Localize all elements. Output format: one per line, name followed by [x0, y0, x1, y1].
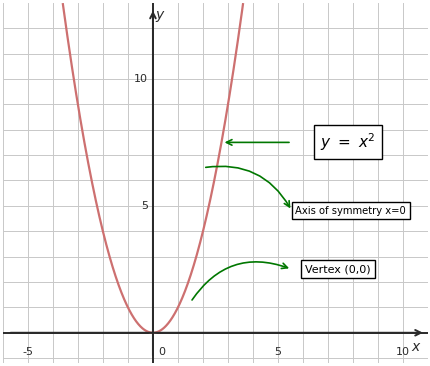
- Text: $y\ =\ x^2$: $y\ =\ x^2$: [319, 131, 375, 153]
- Text: y: y: [156, 8, 164, 22]
- Text: 5: 5: [141, 201, 147, 211]
- Text: 5: 5: [274, 347, 281, 357]
- Text: Axis of symmetry x=0: Axis of symmetry x=0: [295, 206, 405, 216]
- Text: Vertex (0,0): Vertex (0,0): [304, 264, 370, 274]
- Text: -5: -5: [22, 347, 33, 357]
- Text: 10: 10: [134, 74, 147, 84]
- Text: 10: 10: [395, 347, 409, 357]
- Text: x: x: [411, 340, 419, 354]
- Text: 0: 0: [158, 347, 165, 357]
